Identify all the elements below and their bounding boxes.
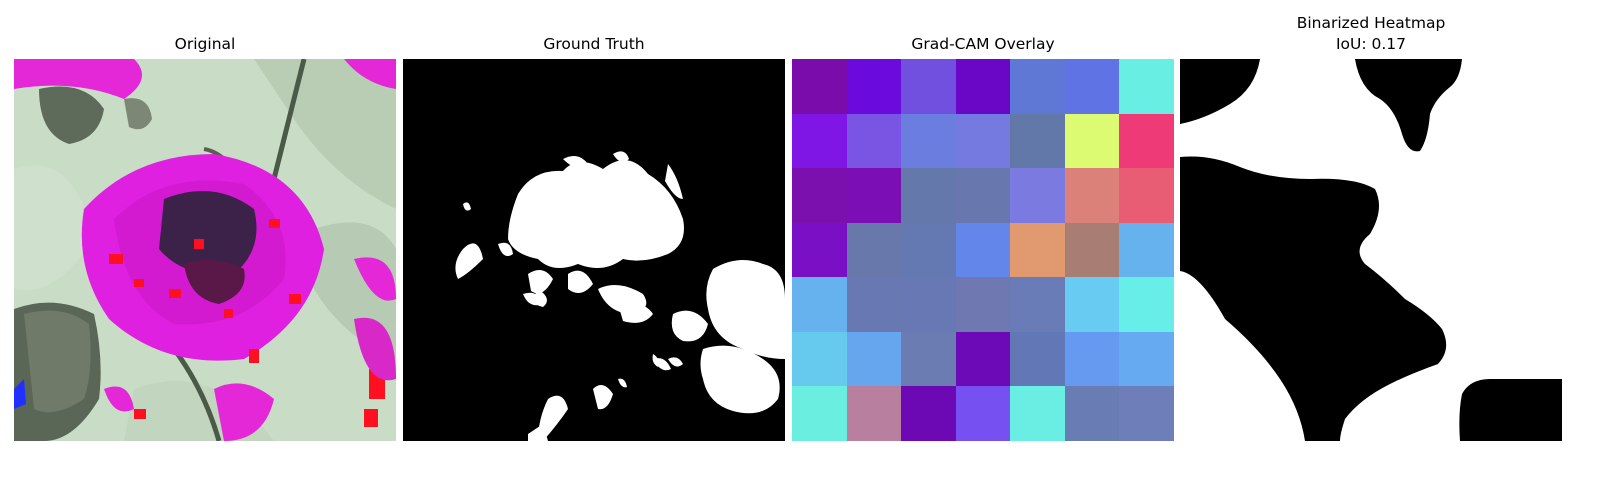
- gradcam-cell-6-0: [792, 386, 847, 441]
- gradcam-cell-3-3: [956, 223, 1010, 277]
- gradcam-cell-1-5: [1065, 114, 1119, 168]
- gradcam-cell-3-1: [847, 223, 901, 277]
- gradcam-cell-6-3: [956, 386, 1010, 441]
- gradcam-cell-0-1: [847, 59, 901, 114]
- gradcam-cell-1-2: [901, 114, 956, 168]
- gradcam-cell-2-6: [1119, 168, 1174, 223]
- gradcam-cell-6-6: [1119, 386, 1174, 441]
- binarized-panel: Binarized Heatmap IoU: 0.17: [1180, 0, 1562, 441]
- gradcam-cell-3-6: [1119, 223, 1174, 277]
- gradcam-cell-2-2: [901, 168, 956, 223]
- gradcam-cell-4-2: [901, 277, 956, 332]
- gradcam-cell-3-4: [1010, 223, 1065, 277]
- gradcam-cell-5-3: [956, 332, 1010, 386]
- gradcam-cell-6-5: [1065, 386, 1119, 441]
- gradcam-cell-5-2: [901, 332, 956, 386]
- leaf-image: [14, 59, 396, 441]
- gradcam-cell-4-4: [1010, 277, 1065, 332]
- gradcam-cell-6-2: [901, 386, 956, 441]
- gradcam-cell-5-5: [1065, 332, 1119, 386]
- gradcam-cell-5-0: [792, 332, 847, 386]
- gradcam-cell-2-1: [847, 168, 901, 223]
- gradcam-cell-1-1: [847, 114, 901, 168]
- gradcam-cell-2-0: [792, 168, 847, 223]
- gradcam-cell-1-0: [792, 114, 847, 168]
- binarized-mask: [1180, 59, 1562, 441]
- iou-label: IoU: 0.17: [1335, 35, 1407, 53]
- gradcam-cell-4-5: [1065, 277, 1119, 332]
- gradcam-cell-5-4: [1010, 332, 1065, 386]
- gradcam-cell-0-3: [956, 59, 1010, 114]
- gradcam-cell-0-2: [901, 59, 956, 114]
- gradcam-cell-4-6: [1119, 277, 1174, 332]
- gradcam-cell-0-0: [792, 59, 847, 114]
- gradcam-cell-4-3: [956, 277, 1010, 332]
- gradcam-cell-2-3: [956, 168, 1010, 223]
- ground-truth-panel: Ground Truth: [403, 0, 785, 441]
- gradcam-cell-6-1: [847, 386, 901, 441]
- gradcam-cell-3-5: [1065, 223, 1119, 277]
- gradcam-cell-3-0: [792, 223, 847, 277]
- original-panel: Original: [14, 0, 396, 441]
- panel-title-ground-truth: Ground Truth: [543, 35, 645, 53]
- gradcam-cell-0-5: [1065, 59, 1119, 114]
- gradcam-cell-1-6: [1119, 114, 1174, 168]
- gradcam-cell-5-6: [1119, 332, 1174, 386]
- gradcam-cell-4-0: [792, 277, 847, 332]
- gradcam-cell-1-4: [1010, 114, 1065, 168]
- gradcam-cell-2-4: [1010, 168, 1065, 223]
- ground-truth-image: [403, 59, 785, 441]
- gradcam-cell-0-6: [1119, 59, 1174, 114]
- panel-title-original: Original: [174, 35, 236, 53]
- gradcam-cell-3-2: [901, 223, 956, 277]
- gradcam-cell-4-1: [847, 277, 901, 332]
- gradcam-grid: [792, 59, 1174, 441]
- gradcam-image: [792, 59, 1174, 441]
- gradcam-cell-1-3: [956, 114, 1010, 168]
- gradcam-cell-0-4: [1010, 59, 1065, 114]
- panel-title-gradcam: Grad-CAM Overlay: [911, 35, 1055, 53]
- gradcam-cell-5-1: [847, 332, 901, 386]
- panel-title-binarized: Binarized Heatmap: [1296, 14, 1446, 32]
- gradcam-cell-6-4: [1010, 386, 1065, 441]
- original-image: [14, 59, 396, 441]
- mask-image: [403, 59, 785, 441]
- binarized-image: [1180, 59, 1562, 441]
- gradcam-cell-2-5: [1065, 168, 1119, 223]
- gradcam-panel: Grad-CAM Overlay: [792, 0, 1174, 441]
